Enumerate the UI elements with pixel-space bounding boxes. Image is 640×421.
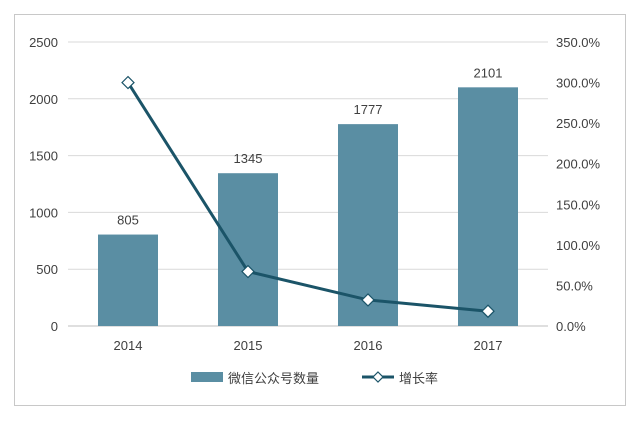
right-tick-label: 150.0% [556, 197, 601, 212]
growth-rate-line [126, 81, 489, 313]
legend-label-bar: 微信公众号数量 [228, 371, 319, 386]
legend-swatch-bar [191, 372, 223, 382]
left-tick-label: 500 [36, 262, 58, 277]
right-tick-label: 100.0% [556, 238, 601, 253]
line-marker [121, 75, 135, 90]
right-tick-label: 250.0% [556, 116, 601, 131]
x-tick-label: 2014 [114, 338, 143, 353]
left-tick-label: 2500 [29, 35, 58, 50]
data-label: 1777 [354, 102, 383, 117]
line-marker [481, 304, 495, 319]
left-tick-label: 0 [51, 319, 58, 334]
bar-2015 [218, 173, 278, 326]
left-tick-label: 1000 [29, 205, 58, 220]
data-label: 805 [117, 213, 139, 228]
left-tick-label: 2000 [29, 92, 58, 107]
x-tick-label: 2016 [354, 338, 383, 353]
bar-2017 [458, 87, 518, 326]
right-tick-label: 0.0% [556, 319, 586, 334]
line-marker [361, 293, 375, 307]
data-label: 2101 [474, 65, 503, 80]
data-label: 1345 [234, 151, 263, 166]
right-tick-label: 350.0% [556, 35, 601, 50]
line-marker [241, 264, 255, 279]
legend-label-line: 增长率 [399, 371, 438, 386]
right-tick-label: 200.0% [556, 157, 601, 172]
left-tick-label: 1500 [29, 149, 58, 164]
chart-frame [14, 14, 626, 406]
x-tick-label: 2017 [474, 338, 503, 353]
right-tick-label: 50.0% [556, 278, 593, 293]
x-tick-label: 2015 [234, 338, 263, 353]
legend-marker-icon [372, 371, 384, 383]
bar-2016 [338, 124, 398, 326]
right-tick-label: 300.0% [556, 76, 601, 91]
bar-2014 [98, 234, 158, 326]
